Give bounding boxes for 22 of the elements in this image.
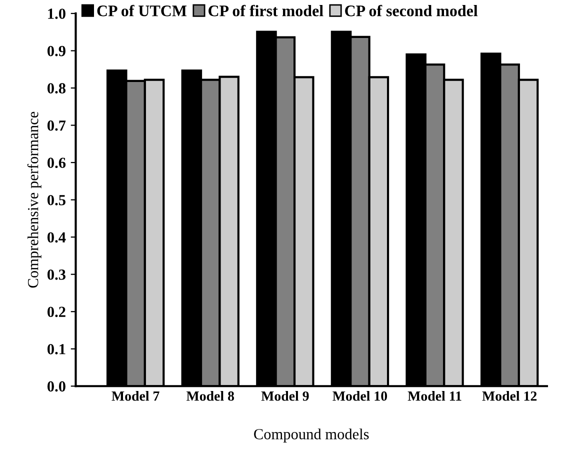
y-tick-label: 0.6 [48, 158, 66, 168]
y-tick-label: 0.2 [48, 306, 66, 318]
y-tick-label: 0.4 [48, 232, 66, 243]
x-tick-label: Model 11 [408, 391, 462, 401]
legend-label: CP of UTCM [97, 4, 187, 16]
x-tick-label: Model 8 [186, 391, 234, 401]
y-tick-label: 0.3 [48, 269, 66, 280]
y-axis-title: Comprehensive performance [27, 112, 42, 288]
y-tick-label: 0.5 [48, 194, 66, 206]
x-tick-label: Model 9 [261, 391, 309, 401]
x-tick-label: Model 7 [112, 391, 160, 401]
legend-label: CP of first model [208, 4, 324, 16]
y-tick-label: 0.7 [48, 120, 66, 131]
x-axis-title: Compound models [254, 428, 369, 442]
x-tick-label: Model 12 [482, 391, 537, 401]
x-tick-label: Model 10 [332, 391, 388, 401]
y-tick-label: 0.8 [48, 83, 66, 94]
y-tick-label: 0.1 [48, 344, 66, 354]
y-tick-label: 0.0 [48, 381, 66, 392]
y-tick-label: 0.9 [48, 46, 66, 56]
legend-label: CP of second model [345, 4, 478, 16]
y-tick-label: 1.0 [48, 8, 66, 19]
